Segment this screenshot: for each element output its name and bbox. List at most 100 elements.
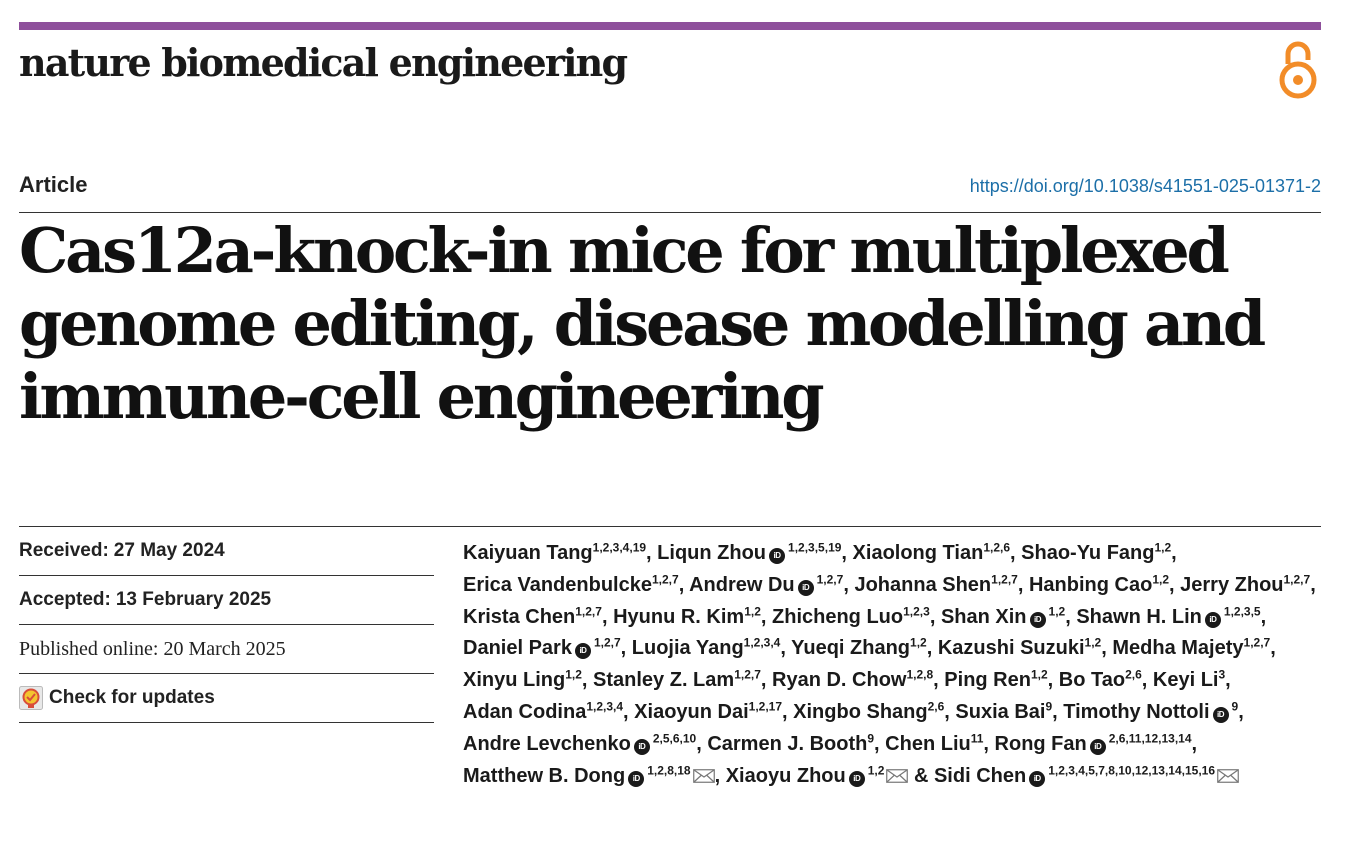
author-name[interactable]: Ryan D. Chow [772,669,907,692]
author-affiliations[interactable]: 3 [1218,667,1226,682]
author-name[interactable]: Ping Ren [944,669,1031,692]
mail-icon[interactable] [692,768,715,783]
author-name[interactable]: Shawn H. Lin [1076,605,1202,628]
author-affiliations[interactable]: 1,2,3,5,19 [788,540,842,555]
mail-icon[interactable] [886,768,909,783]
author-affiliations[interactable]: 1,2,8,18 [647,762,691,777]
author-name[interactable]: Xiaoyun Dai [634,700,749,723]
author-affiliations[interactable]: 1,2,3 [903,603,930,618]
author-name[interactable]: Xingbo Shang [793,700,928,723]
author-entry: Jerry Zhou1,2,7 [1180,572,1311,596]
author-affiliations[interactable]: 1,2,6 [983,540,1011,555]
author-affiliations[interactable]: 1,2,17 [748,699,783,714]
author-name[interactable]: Johanna Shen [854,573,992,596]
author-affiliations[interactable]: 11 [970,731,984,746]
orcid-icon[interactable]: iD [1212,706,1229,723]
orcid-icon[interactable]: iD [848,770,865,787]
author-name[interactable]: Hanbing Cao [1028,573,1153,596]
author-name[interactable]: Bo Tao [1058,669,1126,692]
orcid-icon[interactable]: iD [797,579,814,596]
author-affiliations[interactable]: 1,2,3,4,19 [592,540,647,555]
author-affiliations[interactable]: 9 [1231,699,1239,714]
author-name[interactable]: Xinyu Ling [463,669,566,692]
author-affiliations[interactable]: 1,2,7 [575,603,602,618]
author-entry: Daniel Park iD1,2,7 [463,635,621,660]
author-affiliations[interactable]: 1,2,7 [1243,635,1271,650]
author-name[interactable]: Keyi Li [1152,669,1219,692]
author-name[interactable]: Erica Vandenbulcke [463,573,652,596]
author-name[interactable]: Yueqi Zhang [791,637,911,660]
author-name[interactable]: Rong Fan [994,732,1087,755]
author-affiliations[interactable]: 2,6,11,12,13,14 [1108,731,1192,746]
orcid-icon[interactable]: iD [628,770,645,787]
orcid-icon[interactable]: iD [633,738,650,755]
author-name[interactable]: Zhicheng Luo [772,605,904,628]
orcid-icon[interactable]: iD [1029,770,1046,787]
author-name[interactable]: Liqun Zhou [657,542,767,564]
author-name[interactable]: Sidi Chen [933,764,1027,787]
author-name[interactable]: Jerry Zhou [1180,573,1284,596]
author-name[interactable]: Daniel Park [463,637,572,660]
orcid-icon[interactable]: iD [769,548,786,564]
author-affiliations[interactable]: 2,5,6,10 [652,731,697,746]
author-affiliations[interactable]: 1,2,7 [593,635,621,650]
author-name[interactable]: Luojia Yang [631,637,744,660]
author-affiliations[interactable]: 1,2,7 [651,572,679,587]
author-name[interactable]: Hyunu R. Kim [613,605,745,628]
orcid-icon[interactable]: iD [1204,611,1221,628]
author-affiliations[interactable]: 1,2 [744,603,761,618]
author-affiliations[interactable]: 1,2 [1154,540,1172,555]
author-separator: , [1065,605,1077,628]
author-affiliations[interactable]: 1,2 [1152,572,1170,587]
mail-icon[interactable] [1217,768,1239,783]
author-affiliations[interactable]: 1,2,3,5 [1223,603,1261,618]
author-affiliations[interactable]: 1,2 [1048,603,1066,618]
author-affiliations[interactable]: 1,2,3,4 [743,635,781,650]
author-affiliations[interactable]: 1,2,7 [1283,572,1311,587]
author-name[interactable]: Kazushi Suzuki [937,637,1085,660]
author-name[interactable]: Timothy Nottoli [1063,700,1210,723]
author-name[interactable]: Xiaoyu Zhou [725,764,846,787]
author-name[interactable]: Adan Codina [463,700,587,723]
author-affiliations[interactable]: 1,2,3,4 [586,699,624,714]
author-affiliations[interactable]: 1,2 [1084,635,1102,650]
author-affiliations[interactable]: 1,2,7 [734,667,761,682]
author-name[interactable]: Stanley Z. Lam [593,669,735,692]
author-name[interactable]: Chen Liu [885,732,971,755]
author-name[interactable]: Andrew Du [689,573,795,596]
author-name[interactable]: Suxia Bai [955,700,1046,723]
author-affiliations[interactable]: 2,6 [927,699,945,714]
author-name[interactable]: Andre Levchenko [463,732,631,755]
journal-name[interactable]: nature biomedical engineering [19,40,628,85]
orcid-icon[interactable]: iD [574,643,591,660]
author-name[interactable]: Krista Chen [463,605,576,628]
doi-link[interactable]: https://doi.org/10.1038/s41551-025-01371… [969,176,1321,196]
author-affiliations[interactable]: 9 [1045,699,1053,714]
author-name[interactable]: Kaiyuan Tang [463,542,593,564]
received-label: Received: [19,540,109,561]
author-name[interactable]: Shao-Yu Fang [1021,542,1155,564]
author-entry: Andre Levchenko iD2,5,6,10 [463,731,697,755]
orcid-icon[interactable]: iD [1029,611,1046,628]
author-affiliations[interactable]: 1,2 [867,762,885,777]
author-affiliations[interactable]: 1,2,7 [816,572,844,587]
author-affiliations[interactable]: 2,6 [1125,667,1142,682]
author-separator: , [1191,732,1198,755]
author-entry: Sidi Chen iD1,2,3,4,5,7,8,10,12,13,14,15,… [933,762,1239,787]
author-affiliations[interactable]: 1,2,8 [906,667,934,682]
orcid-icon[interactable]: iD [1089,738,1106,755]
author-affiliations[interactable]: 9 [867,731,875,746]
author-name[interactable]: Shan Xin [940,605,1027,628]
author-affiliations[interactable]: 1,2 [565,667,582,682]
author-name[interactable]: Matthew B. Dong [463,764,626,787]
author-affiliations[interactable]: 1,2,7 [991,572,1018,587]
author-name[interactable]: Medha Majety [1112,637,1244,660]
author-name[interactable]: Xiaolong Tian [852,542,984,564]
author-entry: Chen Liu11 [885,731,984,755]
check-for-updates-button[interactable]: Check for updates [19,674,434,723]
author-entry: Zhicheng Luo1,2,3 [772,603,930,628]
author-affiliations[interactable]: 1,2,3,4,5,7,8,10,12,13,14,15,16 [1048,762,1216,777]
author-affiliations[interactable]: 1,2 [1030,667,1048,682]
author-affiliations[interactable]: 1,2 [910,635,927,650]
author-name[interactable]: Carmen J. Booth [707,732,868,755]
